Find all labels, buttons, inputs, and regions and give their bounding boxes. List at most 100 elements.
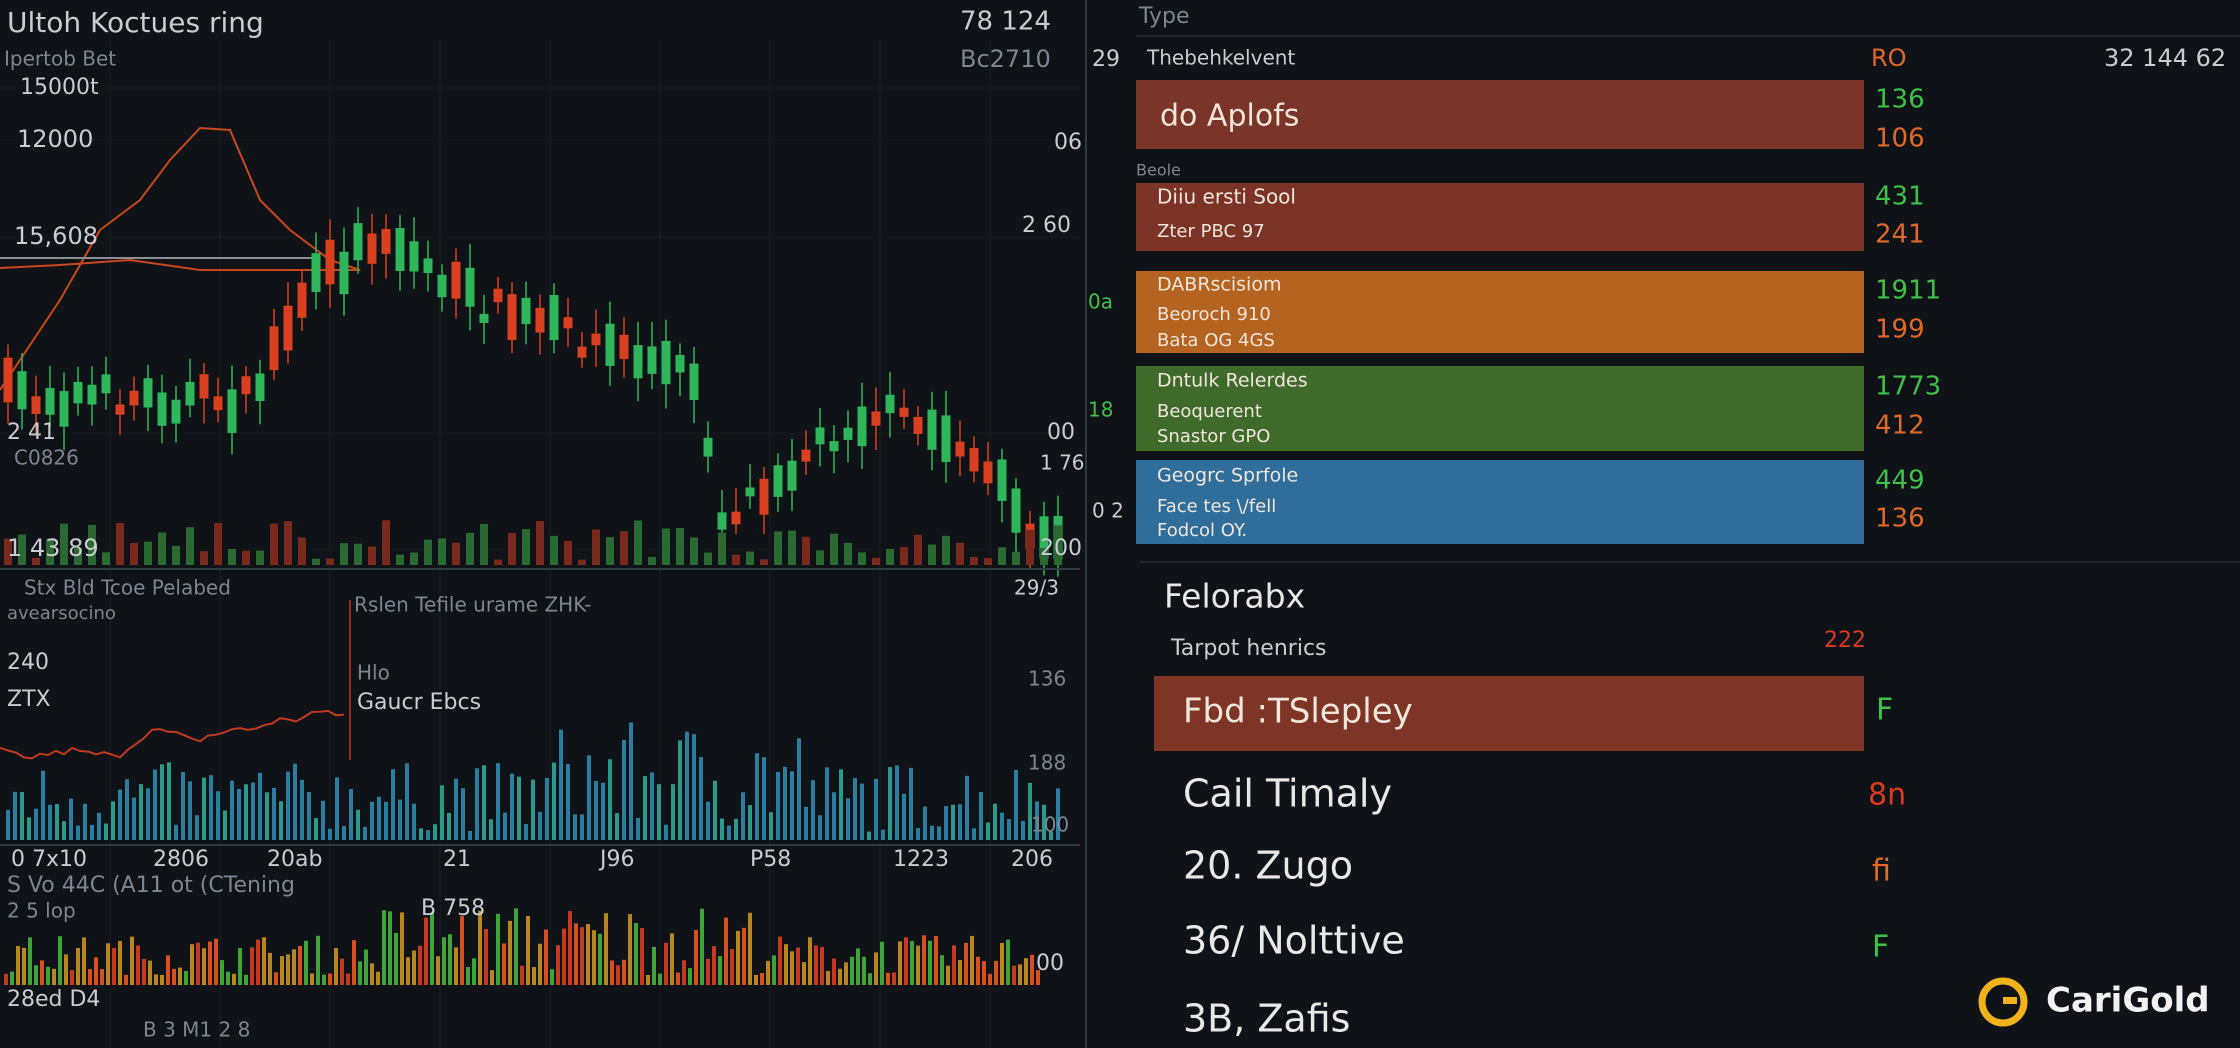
volume-bar [102, 552, 110, 565]
volume-bar [454, 947, 458, 985]
volume-bar [256, 939, 260, 985]
list-flag: F [1876, 693, 1893, 728]
volume-bar [594, 780, 598, 840]
lower-tag: Hlo [357, 661, 390, 685]
volume-bar [136, 945, 140, 985]
volume-bar [125, 779, 129, 840]
volume-bar [130, 543, 138, 565]
row-label: Fodcol OY. [1157, 520, 1247, 541]
volume-bar [27, 817, 31, 840]
volume-bar [412, 803, 416, 840]
volume-bar [158, 532, 166, 565]
candle-body [647, 346, 657, 374]
volume-bar [433, 824, 437, 840]
volume-bar [298, 945, 302, 985]
candle-body [199, 374, 209, 399]
volume-bar [22, 947, 26, 985]
candle-body [675, 354, 685, 373]
volume-bar [524, 823, 528, 840]
volume-bar [532, 967, 536, 985]
volume-bar [482, 765, 486, 840]
candle-body [997, 459, 1007, 501]
axis-label: 2 60 [1022, 213, 1071, 238]
volume-bar [490, 970, 494, 985]
volume-bar [160, 764, 164, 840]
logo-icon [2003, 997, 2017, 1004]
volume-bar [568, 911, 572, 985]
candle-body [745, 487, 755, 497]
volume-bar [993, 803, 997, 840]
list-item[interactable]: 3B, Zafis [1183, 997, 1350, 1041]
candle-body [185, 381, 195, 406]
volume-bar [1018, 964, 1022, 985]
row-value: 136 [1875, 504, 1925, 534]
volume-bar [797, 738, 801, 840]
volume-bar [484, 928, 488, 985]
volume-bar [662, 528, 670, 565]
volume-bar [188, 781, 192, 840]
volume-bar [358, 961, 362, 985]
volume-bar [328, 973, 332, 985]
candle-body [311, 253, 321, 292]
volume-bar [895, 765, 899, 840]
candle-body [843, 427, 853, 440]
volume-bar [18, 534, 26, 565]
volume-bar [562, 928, 566, 985]
volume-bar [181, 772, 185, 840]
candle-body [171, 399, 181, 424]
row-bar [1136, 183, 1864, 251]
volume-bar [244, 784, 248, 840]
volume-bar [522, 529, 530, 565]
row-label: do Aplofs [1160, 99, 1299, 134]
volume-bar [604, 913, 608, 985]
volume-bar [874, 778, 878, 840]
volume-bar [694, 930, 698, 985]
volume-bar [928, 544, 936, 565]
price-label: C0826 [14, 446, 79, 470]
volume-bar [436, 956, 440, 985]
volume-bar [636, 817, 640, 840]
volume-bar [132, 797, 136, 840]
list-item[interactable]: 20. Zugo [1183, 844, 1353, 888]
volume-bar [545, 778, 549, 840]
volume-bar [376, 971, 380, 985]
candle-body [787, 460, 797, 491]
volume-bar [202, 948, 206, 985]
list-item[interactable]: Fbd :TSlepley [1183, 692, 1413, 732]
candle-body [451, 261, 461, 299]
volume-bar [104, 823, 108, 840]
volume-bar [349, 788, 353, 840]
volume-bar [238, 947, 242, 985]
volume-bar [388, 911, 392, 985]
volume-bar [671, 784, 675, 840]
volume-bar [615, 813, 619, 840]
indicator-line [0, 709, 345, 760]
row-bar [1136, 460, 1864, 544]
volume-title: S Vo 44C (A11 ot (CTening [7, 873, 295, 898]
volume-bar [704, 552, 712, 565]
volume-bar [342, 826, 346, 840]
volume-bar [279, 801, 283, 840]
volume-bar [167, 762, 171, 840]
list-item[interactable]: Cail Timaly [1183, 772, 1392, 816]
volume-bar [316, 935, 320, 985]
volume-bar [460, 916, 464, 985]
volume-bar [270, 523, 278, 565]
list-item[interactable]: 36/ Nolttive [1183, 919, 1405, 963]
candle-body [549, 295, 559, 341]
volume-bar [622, 739, 626, 840]
volume-bar [808, 937, 812, 985]
candle-body [353, 223, 363, 261]
volume-bar [550, 535, 558, 565]
volume-bar [307, 792, 311, 840]
volume-bar [340, 958, 344, 985]
volume-bar [232, 973, 236, 985]
volume-bar [616, 965, 620, 985]
candle-body [661, 340, 671, 385]
volume-bar [622, 959, 626, 985]
volume-bar [1056, 788, 1060, 840]
volume-bar [552, 762, 556, 840]
volume-bar [634, 923, 638, 985]
volume-bar [724, 917, 728, 985]
volume-bar [202, 777, 206, 840]
